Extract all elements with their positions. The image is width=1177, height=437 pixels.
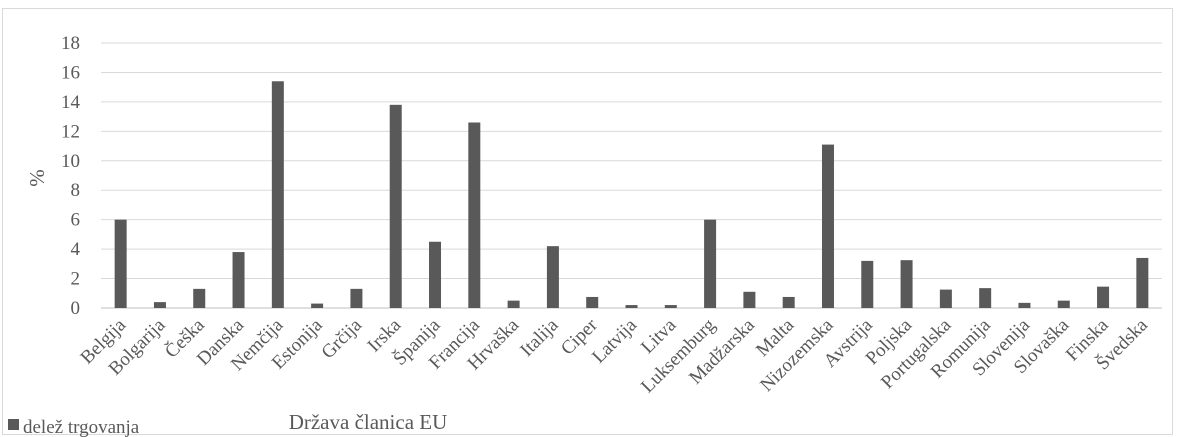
bar xyxy=(1057,300,1070,308)
y-tick-label: 12 xyxy=(61,121,80,142)
y-tick-label: 0 xyxy=(71,298,81,319)
bar xyxy=(153,302,166,308)
x-tick-label: Grčija xyxy=(318,314,367,363)
bar xyxy=(114,219,127,308)
bar xyxy=(311,303,324,308)
bar xyxy=(1136,257,1149,308)
bar xyxy=(900,260,913,308)
bar xyxy=(625,305,638,308)
legend-label: delež trgovanja xyxy=(23,417,140,437)
y-tick-label: 6 xyxy=(71,210,81,231)
x-tick-label: Italija xyxy=(516,314,563,361)
bar xyxy=(546,246,559,308)
bar xyxy=(743,291,756,308)
bar xyxy=(507,300,520,308)
x-axis-title: Država članica EU xyxy=(289,410,448,434)
y-tick-label: 2 xyxy=(71,269,81,290)
bar xyxy=(939,289,952,308)
bar xyxy=(1097,286,1110,308)
bar xyxy=(193,288,206,308)
y-axis-ticks: 0 2 4 6 8 10 12 14 16 18 xyxy=(61,33,81,319)
bar xyxy=(664,305,677,308)
y-tick-label: 14 xyxy=(61,92,81,113)
bar xyxy=(586,296,599,308)
bar xyxy=(350,288,363,308)
bar xyxy=(861,260,874,308)
bar xyxy=(271,81,284,309)
y-tick-label: 10 xyxy=(61,151,80,172)
bar xyxy=(782,296,795,308)
chart-frame xyxy=(2,8,1173,435)
bar xyxy=(468,122,481,308)
bar xyxy=(429,241,442,308)
y-axis-title: % xyxy=(25,169,49,187)
y-tick-label: 18 xyxy=(61,33,80,54)
bars xyxy=(114,81,1149,309)
bar xyxy=(232,252,245,308)
bar xyxy=(704,219,717,308)
legend-swatch xyxy=(8,419,19,430)
x-axis-ticks: BelgijaBolgarijaČeškaDanskaNemčijaEstoni… xyxy=(77,314,1153,398)
x-tick-label: Latvija xyxy=(588,314,641,367)
y-tick-label: 8 xyxy=(71,180,81,201)
gridlines xyxy=(101,42,1162,309)
bar xyxy=(979,288,992,308)
y-tick-label: 4 xyxy=(71,239,81,260)
bar xyxy=(389,104,402,308)
bar xyxy=(1018,302,1031,308)
y-tick-label: 16 xyxy=(61,62,80,83)
bar xyxy=(821,144,834,308)
